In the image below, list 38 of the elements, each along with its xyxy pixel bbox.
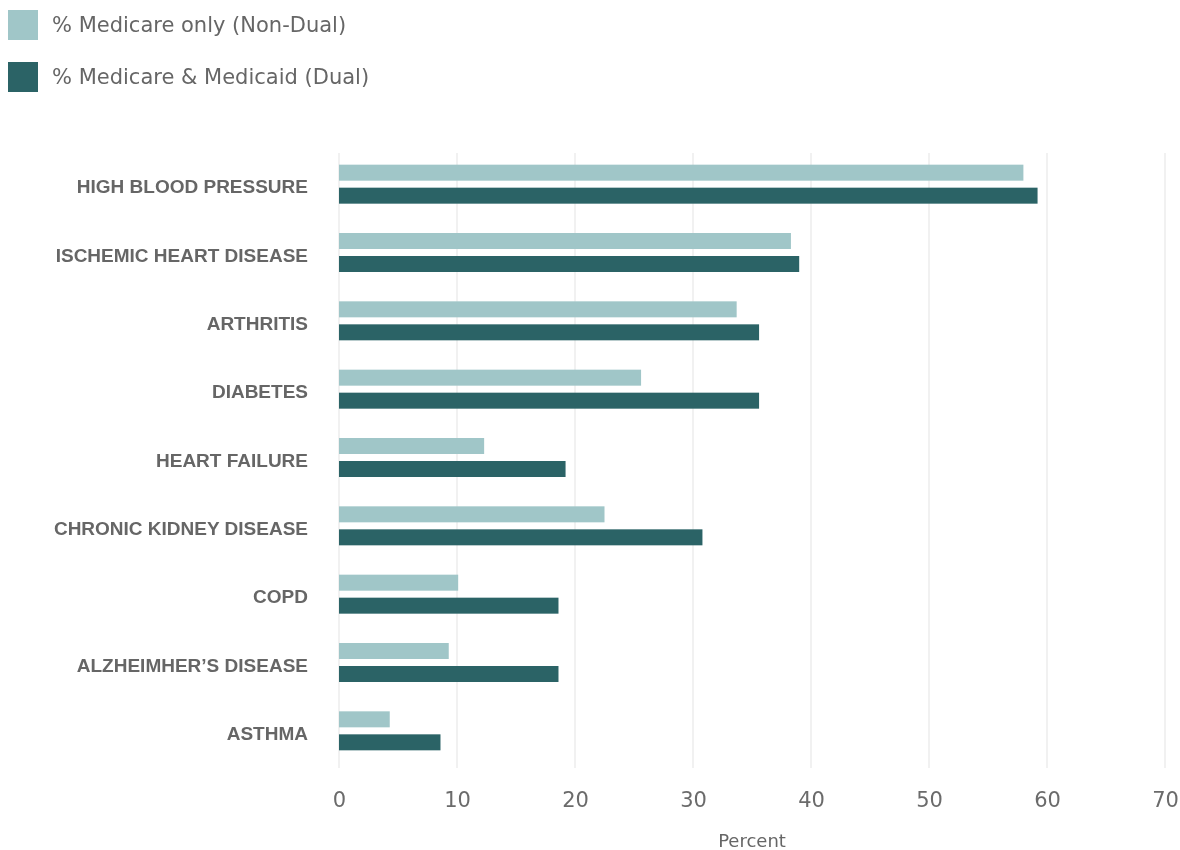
y-tick-label: ASTHMA xyxy=(226,722,309,744)
bar xyxy=(339,392,760,409)
bar xyxy=(339,574,459,591)
bar xyxy=(339,643,449,659)
bar xyxy=(339,324,760,341)
y-tick-label: ALZHEIMHER’S DISEASE xyxy=(76,654,308,676)
x-tick-label: 30 xyxy=(680,787,707,812)
x-tick-label: 60 xyxy=(1034,787,1061,812)
x-tick-label: 20 xyxy=(562,787,589,812)
legend-label: % Medicare only (Non-Dual) xyxy=(52,13,347,37)
bar xyxy=(339,233,791,249)
y-tick-label: ARTHRITIS xyxy=(206,312,308,334)
bar xyxy=(339,506,605,523)
bar xyxy=(339,597,559,614)
y-tick-label: HIGH BLOOD PRESSURE xyxy=(76,176,308,198)
bar xyxy=(339,369,642,386)
y-tick-label: HEART FAILURE xyxy=(156,449,308,471)
bar xyxy=(339,529,703,546)
x-tick-label: 40 xyxy=(798,787,825,812)
y-tick-label: COPD xyxy=(253,586,308,608)
bar xyxy=(339,256,800,272)
y-tick-label: CHRONIC KIDNEY DISEASE xyxy=(53,517,308,539)
bar xyxy=(339,666,559,682)
bar xyxy=(339,438,485,454)
bar xyxy=(339,187,1038,204)
y-tick-label: DIABETES xyxy=(211,381,308,403)
legend-label: % Medicare & Medicaid (Dual) xyxy=(52,65,370,89)
y-tick-label: ISCHEMIC HEART DISEASE xyxy=(55,244,308,266)
x-tick-label: 50 xyxy=(916,787,943,812)
x-tick-label: 10 xyxy=(444,787,471,812)
bar xyxy=(339,461,566,477)
x-axis-title: Percent xyxy=(718,830,786,850)
x-tick-label: 0 xyxy=(332,787,347,812)
bar xyxy=(339,301,737,318)
x-tick-label: 70 xyxy=(1152,787,1179,812)
bar xyxy=(339,711,390,728)
bar xyxy=(339,734,441,751)
bar xyxy=(339,164,1024,181)
